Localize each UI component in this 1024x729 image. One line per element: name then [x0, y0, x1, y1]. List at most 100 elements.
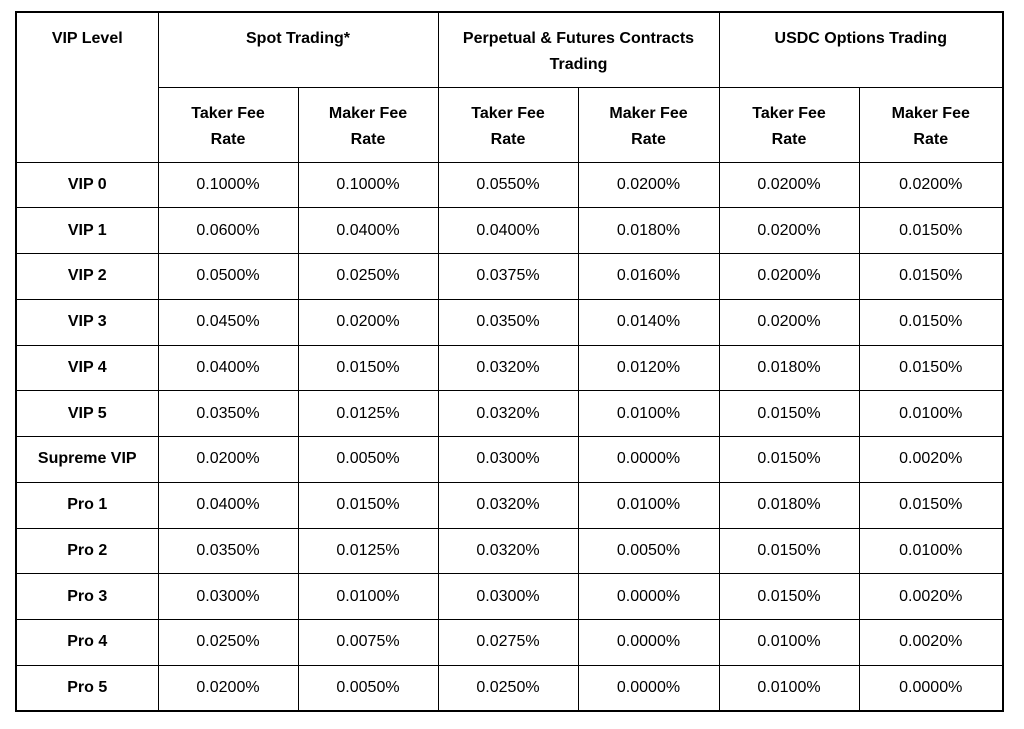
fee-rate-cell: 0.1000%	[157, 161, 299, 209]
fee-table-row: VIP 0 0.1000% 0.1000% 0.0550% 0.0200% 0.0200%…	[15, 161, 1004, 209]
fee-rate-cell: 0.0000%	[577, 664, 720, 712]
fee-rate-cell: 0.0100%	[577, 481, 720, 529]
fee-rate-cell: 0.0300%	[157, 573, 299, 620]
spot-trading-header-label: Spot Trading*	[246, 30, 350, 47]
fee-rate-cell: 0.0020%	[858, 619, 1004, 666]
fee-table-row: VIP 2 0.0500% 0.0250% 0.0375% 0.0160% 0.0200%…	[15, 253, 1004, 300]
fee-rate-cell: 0.0150%	[718, 527, 860, 575]
fee-table-row: Pro 2 0.0350% 0.0125% 0.0320% 0.0050% 0.0150%…	[15, 527, 1004, 575]
fee-table-row: VIP 4 0.0400% 0.0150% 0.0320% 0.0120% 0.0180%…	[15, 344, 1004, 392]
fee-rate-cell: 0.1000%	[297, 161, 439, 209]
fee-rate-cell: 0.0320%	[437, 390, 579, 437]
fee-rate-cell: 0.0140%	[577, 298, 720, 346]
fee-rate-cell: 0.0150%	[858, 481, 1004, 529]
fee-rate-cell: 0.0200%	[157, 664, 299, 712]
fee-rate-cell: 0.0000%	[577, 619, 720, 666]
spot-maker-fee-header: Maker Fee Rate	[297, 86, 439, 163]
fee-rate-cell: 0.0400%	[157, 344, 299, 392]
perp-maker-fee-header: Maker Fee Rate	[577, 86, 720, 163]
fee-rate-cell: 0.0400%	[437, 207, 579, 254]
perpetual-futures-header: Perpetual & Futures Contracts Trading	[437, 11, 720, 88]
fee-table-row: VIP 5 0.0350% 0.0125% 0.0320% 0.0100% 0.0150%…	[15, 390, 1004, 437]
fee-rate-cell: 0.0550%	[437, 161, 579, 209]
fee-rate-cell: 0.0125%	[297, 527, 439, 575]
fee-rate-cell: 0.0250%	[437, 664, 579, 712]
header-group-row: VIP Level Spot Trading* Perpetual & Futu…	[15, 11, 1004, 163]
fee-rate-cell: 0.0200%	[718, 253, 860, 300]
usdc-maker-fee-label: Maker Fee Rate	[891, 104, 970, 148]
fee-rate-cell: 0.0180%	[718, 344, 860, 392]
fee-rate-cell: 0.0150%	[718, 436, 860, 483]
fee-rate-cell: 0.0160%	[577, 253, 720, 300]
vip-level-cell: VIP 2	[15, 253, 159, 300]
fee-rate-cell: 0.0125%	[297, 390, 439, 437]
usdc-options-header-label: USDC Options Trading	[774, 30, 947, 47]
fee-table-row: VIP 3 0.0450% 0.0200% 0.0350% 0.0140% 0.0200%…	[15, 298, 1004, 346]
vip-level-cell: VIP 0	[15, 161, 159, 209]
perp-taker-fee-label: Taker Fee Rate	[471, 104, 545, 148]
fee-rate-cell: 0.0050%	[577, 527, 720, 575]
fee-rate-cell: 0.0075%	[297, 619, 439, 666]
fee-rate-cell: 0.0275%	[437, 619, 579, 666]
fee-rate-cell: 0.0450%	[157, 298, 299, 346]
fee-rate-cell: 0.0200%	[157, 436, 299, 483]
fee-rate-cell: 0.0100%	[858, 527, 1004, 575]
vip-level-header-label: VIP Level	[51, 30, 123, 47]
fee-rate-cell: 0.0050%	[297, 436, 439, 483]
fee-rate-cell: 0.0150%	[297, 344, 439, 392]
fee-rate-cell: 0.0100%	[577, 390, 720, 437]
vip-level-cell: VIP 1	[15, 207, 159, 254]
fee-rate-cell: 0.0150%	[858, 298, 1004, 346]
fee-rate-cell: 0.0100%	[718, 619, 860, 666]
fee-rate-cell: 0.0350%	[437, 298, 579, 346]
vip-level-cell: Pro 5	[15, 664, 159, 712]
fee-rate-cell: 0.0150%	[858, 253, 1004, 300]
fee-table-row: Pro 5 0.0200% 0.0050% 0.0250% 0.0000% 0.0100%…	[15, 664, 1004, 712]
fee-rate-cell: 0.0180%	[718, 481, 860, 529]
fee-table-row: Pro 4 0.0250% 0.0075% 0.0275% 0.0000% 0.0100%…	[15, 619, 1004, 666]
header-sub-row: Taker Fee Rate Maker Fee Rate Taker Fee …	[16, 86, 1004, 163]
vip-level-header: VIP Level	[15, 11, 159, 163]
spot-trading-header: Spot Trading*	[157, 11, 439, 88]
fee-rate-cell: 0.0500%	[157, 253, 299, 300]
fee-table-row: Pro 3 0.0300% 0.0100% 0.0300% 0.0000% 0.0150%…	[15, 573, 1004, 620]
fee-rate-cell: 0.0300%	[437, 573, 579, 620]
fee-rate-cell: 0.0300%	[437, 436, 579, 483]
fee-rate-cell: 0.0350%	[157, 390, 299, 437]
usdc-options-header: USDC Options Trading	[718, 11, 1004, 88]
perpetual-futures-header-label: Perpetual & Futures Contracts Trading	[462, 30, 695, 73]
fee-rate-cell: 0.0000%	[577, 573, 720, 620]
vip-level-cell: Pro 2	[15, 527, 159, 575]
fee-rate-cell: 0.0100%	[297, 573, 439, 620]
usdc-taker-fee-label: Taker Fee Rate	[752, 104, 826, 148]
fee-table-row: Supreme VIP 0.0200% 0.0050% 0.0300% 0.0000% 0…	[15, 436, 1004, 483]
fee-table-row: Pro 1 0.0400% 0.0150% 0.0320% 0.0100% 0.0180%…	[15, 481, 1004, 529]
fee-rate-cell: 0.0150%	[718, 573, 860, 620]
fee-rate-cell: 0.0100%	[718, 664, 860, 712]
fee-rate-cell: 0.0320%	[437, 527, 579, 575]
fee-rate-cell: 0.0150%	[297, 481, 439, 529]
vip-level-cell: VIP 4	[15, 344, 159, 392]
vip-level-cell: VIP 5	[15, 390, 159, 437]
vip-level-cell: Pro 3	[15, 573, 159, 620]
fee-table-body: VIP 0 0.1000% 0.1000% 0.0550% 0.0200% 0.0200%…	[15, 161, 1004, 712]
fee-rate-cell: 0.0200%	[858, 161, 1004, 209]
fee-rate-cell: 0.0320%	[437, 481, 579, 529]
fee-rate-cell: 0.0020%	[858, 436, 1004, 483]
fee-rate-cell: 0.0120%	[577, 344, 720, 392]
fee-rate-cell: 0.0200%	[718, 161, 860, 209]
fee-rate-cell: 0.0020%	[858, 573, 1004, 620]
fee-rate-cell: 0.0050%	[297, 664, 439, 712]
fee-rate-cell: 0.0600%	[157, 207, 299, 254]
usdc-maker-fee-header: Maker Fee Rate	[858, 86, 1004, 163]
fee-rate-cell: 0.0200%	[718, 298, 860, 346]
spot-taker-fee-label: Taker Fee Rate	[191, 104, 265, 148]
fee-rate-cell: 0.0200%	[577, 161, 720, 209]
fee-rate-cell: 0.0375%	[437, 253, 579, 300]
fee-rate-cell: 0.0180%	[577, 207, 720, 254]
vip-level-cell: Pro 4	[15, 619, 159, 666]
fee-rate-cell: 0.0250%	[297, 253, 439, 300]
fee-rate-cell: 0.0320%	[437, 344, 579, 392]
spot-taker-fee-header: Taker Fee Rate	[157, 86, 299, 163]
perp-maker-fee-label: Maker Fee Rate	[609, 104, 688, 148]
